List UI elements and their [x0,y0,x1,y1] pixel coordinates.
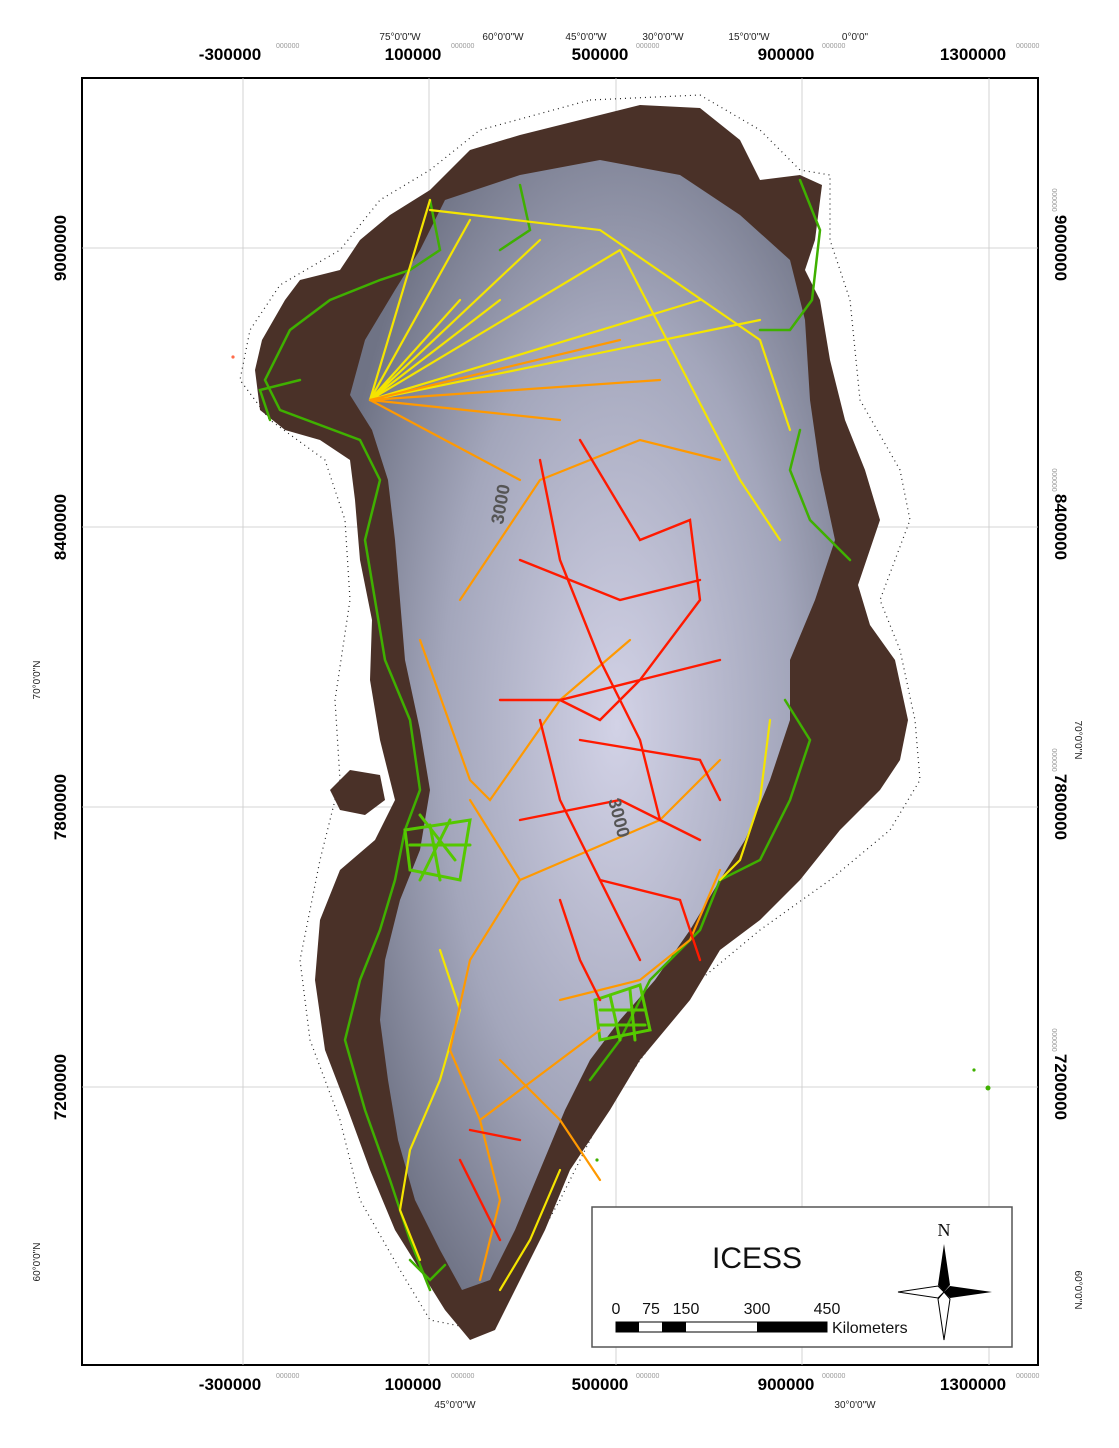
outlier-point [231,355,235,359]
y-tick-left: 7200000 [51,1054,70,1120]
legend-title: ICESS [712,1242,802,1275]
x-axis-top-ticks: -300000 100000 500000 900000 1300000 000… [199,43,1040,64]
lon-labels-bottom: 45°0'0"W 30°0'0"W [434,1400,876,1411]
y-tick-right: 7200000 [1051,1054,1070,1120]
x-tick-top: 500000 [572,45,629,64]
north-arrow-letter: N [938,1220,951,1240]
y-tick-right: 8400000 [1051,494,1070,560]
lon-label: 75°0'0"W [379,32,421,43]
scale-label: 450 [814,1301,841,1318]
x-tick-small: 000000 [636,1373,659,1380]
x-tick-small: 000000 [822,1373,845,1380]
x-tick-small: 000000 [822,43,845,50]
flight-tracks [258,178,852,1292]
scale-unit: Kilometers [832,1320,908,1337]
outlier-point [595,1158,599,1162]
y-tick-left: 9000000 [51,215,70,281]
y-tick-small: 000000 [1050,1028,1057,1051]
x-tick-small: 000000 [636,43,659,50]
low-elevation-tracks [368,198,792,1292]
y-axis-right-ticks: 9000000 8400000 7800000 7200000 000000 0… [1050,188,1083,1309]
mid-elevation-tracks [368,338,722,1282]
x-tick-small: 000000 [276,43,299,50]
north-arrow: N [897,1220,992,1341]
lat-label-left: 60°0'0"N [32,1243,43,1282]
lon-labels-top: 75°0'0"W 60°0'0"W 45°0'0"W 30°0'0"W 15°0… [379,32,868,43]
scale-label: 300 [744,1301,771,1318]
x-tick-top: 1300000 [940,45,1006,64]
ice-sheet [350,160,835,1290]
scale-label: 75 [642,1301,660,1318]
y-tick-small: 000000 [1050,748,1057,771]
y-tick-right: 7800000 [1051,774,1070,840]
lon-label: 30°0'0"W [642,32,684,43]
lon-label: 0°0'0" [842,32,869,43]
y-tick-small: 000000 [1050,468,1057,491]
x-tick-bottom: 900000 [758,1375,815,1394]
x-tick-small: 000000 [276,1373,299,1380]
legend-box: ICESS 0 75 150 300 450 Kilometers N [591,1206,1013,1348]
lon-label: 15°0'0"W [728,32,770,43]
high-elevation-tracks [458,438,722,1242]
y-tick-left: 7800000 [51,774,70,840]
x-tick-top: -300000 [199,45,261,64]
lat-label-right: 60°0'0"N [1072,1271,1083,1310]
x-tick-small: 000000 [1016,43,1039,50]
disko-track-cluster [403,813,652,1042]
y-tick-small: 000000 [1050,188,1057,211]
disko-island [330,770,385,815]
dotted-coverage [239,94,921,1331]
y-axis-left-ticks: 9000000 8400000 7800000 7200000 70°0'0"N… [32,215,70,1282]
lon-label: 45°0'0"W [565,32,607,43]
y-tick-right: 9000000 [1051,215,1070,281]
x-tick-small: 000000 [451,1373,474,1380]
y-tick-left: 8400000 [51,494,70,560]
outlier-point [972,1068,976,1072]
x-tick-small: 000000 [1016,1373,1039,1380]
x-axis-bottom-ticks: -300000 100000 500000 900000 1300000 000… [199,1373,1040,1394]
x-tick-top: 100000 [385,45,442,64]
x-tick-bottom: 500000 [572,1375,629,1394]
x-tick-bottom: 1300000 [940,1375,1006,1394]
north-arrow-icon [944,1286,992,1298]
lat-label-right: 70°0'0"N [1072,721,1083,760]
scale-label: 150 [673,1301,700,1318]
lon-label: 30°0'0"W [834,1400,876,1411]
x-tick-top: 900000 [758,45,815,64]
outlier-point [985,1085,991,1091]
lon-label: 45°0'0"W [434,1400,476,1411]
x-tick-bottom: 100000 [385,1375,442,1394]
scale-label: 0 [612,1301,621,1318]
lat-label-left: 70°0'0"N [32,661,43,700]
x-tick-bottom: -300000 [199,1375,261,1394]
lon-label: 60°0'0"W [482,32,524,43]
x-tick-small: 000000 [451,43,474,50]
north-arrow-icon [938,1244,950,1292]
scale-bar: 0 75 150 300 450 Kilometers [612,1301,908,1337]
